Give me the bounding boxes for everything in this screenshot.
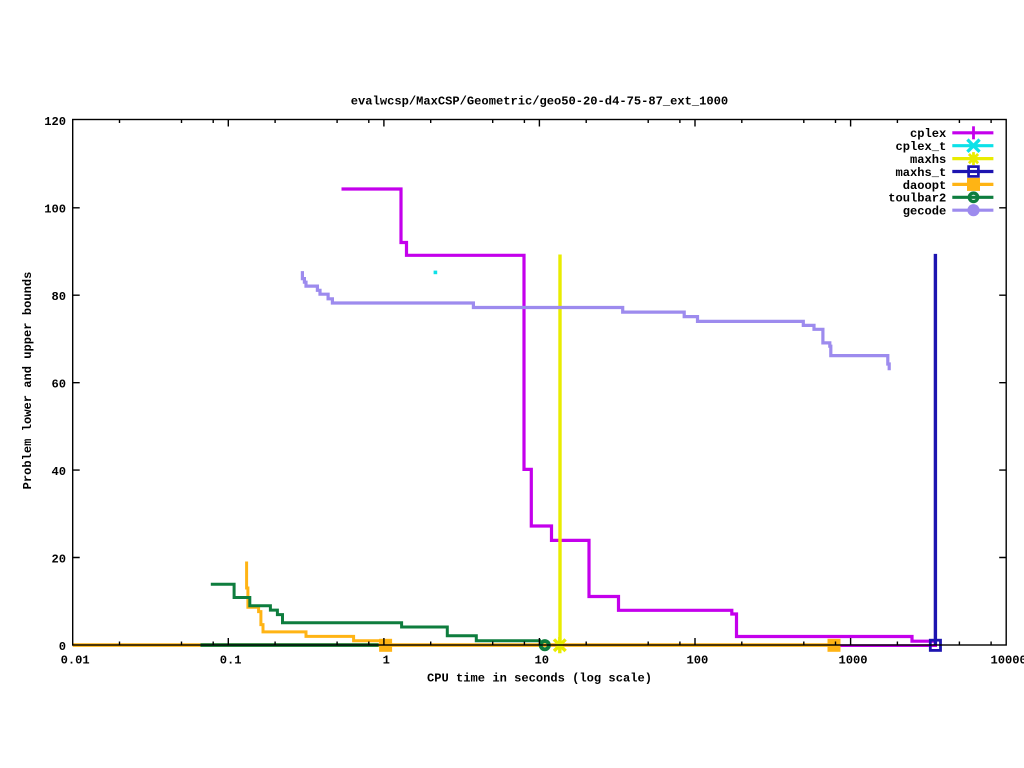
svg-text:100: 100 bbox=[687, 654, 709, 668]
svg-text:toulbar2: toulbar2 bbox=[888, 192, 946, 206]
svg-text:Problem lower and upper bounds: Problem lower and upper bounds bbox=[21, 272, 35, 490]
svg-text:20: 20 bbox=[51, 552, 66, 566]
svg-text:1000: 1000 bbox=[838, 654, 867, 668]
svg-text:0: 0 bbox=[59, 640, 66, 654]
svg-text:100: 100 bbox=[44, 203, 66, 217]
svg-text:daoopt: daoopt bbox=[903, 179, 947, 193]
svg-text:120: 120 bbox=[44, 115, 66, 129]
svg-text:gecode: gecode bbox=[903, 205, 947, 219]
svg-text:0.1: 0.1 bbox=[220, 654, 242, 668]
svg-text:evalwcsp/MaxCSP/Geometric/geo5: evalwcsp/MaxCSP/Geometric/geo50-20-d4-75… bbox=[351, 94, 728, 108]
svg-text:cplex_t: cplex_t bbox=[895, 140, 946, 154]
svg-text:10000: 10000 bbox=[990, 654, 1024, 668]
svg-text:80: 80 bbox=[51, 290, 66, 304]
svg-text:1: 1 bbox=[383, 654, 390, 668]
svg-text:60: 60 bbox=[51, 378, 66, 392]
svg-text:maxhs: maxhs bbox=[910, 153, 946, 167]
svg-text:CPU time in seconds (log scale: CPU time in seconds (log scale) bbox=[427, 672, 652, 686]
svg-text:10: 10 bbox=[535, 654, 550, 668]
svg-text:maxhs_t: maxhs_t bbox=[895, 166, 946, 180]
svg-text:40: 40 bbox=[51, 465, 66, 479]
svg-text:0.01: 0.01 bbox=[61, 654, 90, 668]
svg-text:cplex: cplex bbox=[910, 127, 946, 141]
